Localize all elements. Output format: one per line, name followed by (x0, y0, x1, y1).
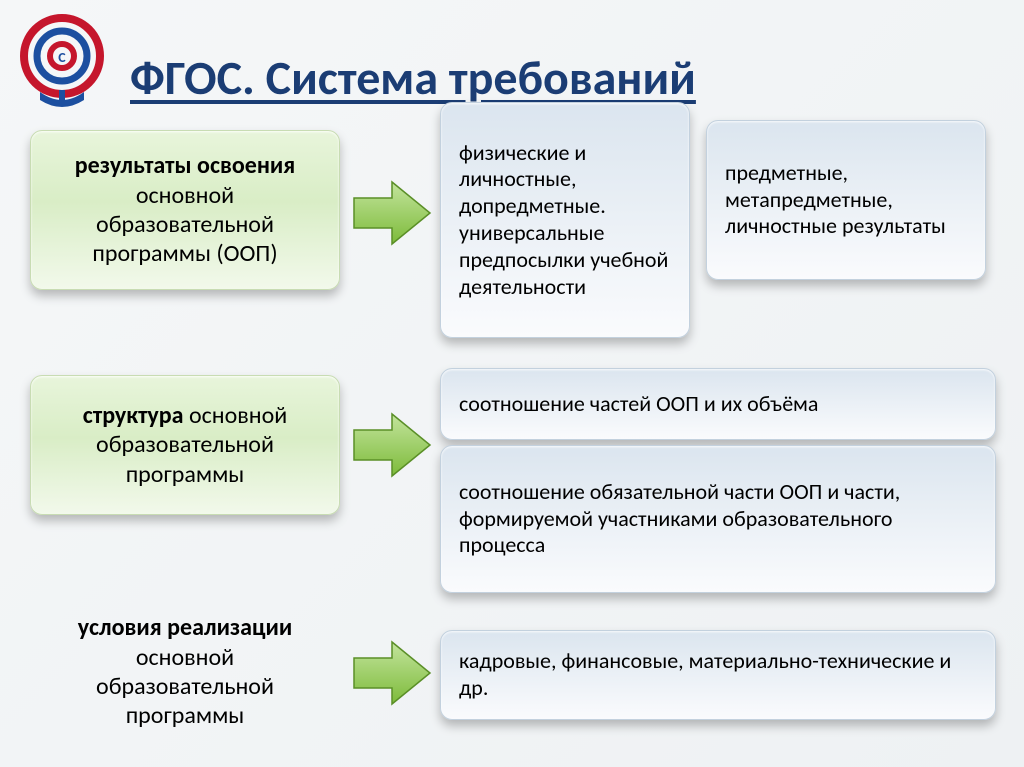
row3-left-box: условия реализации основной образователь… (30, 602, 340, 742)
row1-left-box: результаты освоения основной образовател… (30, 130, 340, 290)
row3-right-box-a: кадровые, финансовые, материально-технич… (440, 630, 996, 720)
row2-arrow (352, 412, 432, 483)
row3-left-text: условия реализации основной образователь… (48, 613, 322, 730)
row1-arrow (352, 180, 432, 251)
row1-right-box-a: физические и личностные, допредметные. у… (440, 102, 690, 338)
row2-left-text: структура основной образовательной прогр… (49, 401, 321, 489)
svg-text:С: С (58, 49, 66, 66)
row1-left-text: результаты освоения основной образовател… (49, 151, 321, 268)
row1-right-box-b: предметные, метапредметные, личностные р… (706, 120, 986, 280)
row3-arrow (352, 640, 432, 711)
slide-title: ФГОС. Система требований (130, 48, 696, 107)
row2-right-box-b: соотношение обязательной части ООП и час… (440, 445, 996, 593)
row2-left-box: структура основной образовательной прогр… (30, 375, 340, 515)
logo: С (10, 10, 120, 125)
row2-right-box-a: соотношение частей ООП и их объёма (440, 368, 996, 440)
